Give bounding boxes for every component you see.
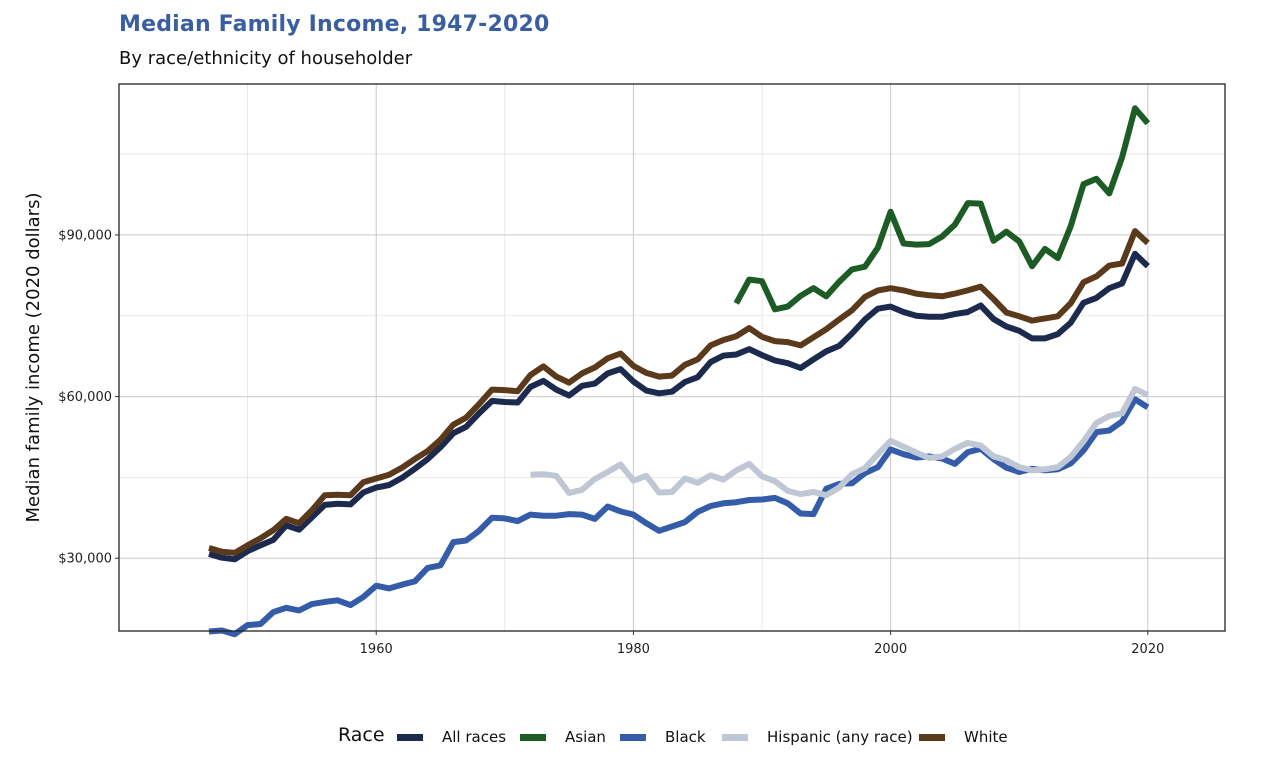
legend-item-all-races: All races — [397, 726, 506, 748]
legend-label: White — [964, 728, 1008, 746]
series-line-all-races — [208, 250, 1150, 563]
series-line-hispanic-any-race — [530, 386, 1150, 499]
y-tick-label: $90,000 — [58, 228, 112, 243]
y-tick-label: $60,000 — [58, 390, 112, 405]
legend-label: Hispanic (any race) — [767, 728, 913, 746]
line-chart: 1960 1980 2000 2020 $30,000 $60,000 $90,000 Med… — [23, 83, 1226, 657]
y-tick-label: $30,000 — [58, 552, 112, 567]
legend-item-hispanic-any-race: Hispanic (any race) — [722, 726, 913, 748]
legend-key-swatch — [919, 733, 945, 741]
legend-title: Race — [338, 724, 385, 746]
x-tick-label: 1960 — [360, 642, 393, 657]
chart-title: Median Family Income, 1947-2020 — [119, 12, 550, 37]
x-tick-label: 2000 — [874, 642, 907, 657]
series-line-asian — [733, 105, 1151, 313]
gridlines — [119, 84, 1225, 631]
series-line-black — [208, 396, 1150, 638]
series-lines — [208, 105, 1151, 638]
x-tick-label: 2020 — [1131, 642, 1164, 657]
legend-label: All races — [442, 728, 507, 746]
x-tick-label: 1980 — [617, 642, 650, 657]
legend-key-swatch — [520, 733, 546, 741]
legend-item-white: White — [919, 726, 1008, 748]
legend: Race All races Asian Black Hispanic (any ra… — [0, 720, 1266, 754]
chart-subtitle: By race/ethnicity of householder — [119, 48, 413, 69]
legend-key-swatch — [620, 733, 646, 741]
series-line-white — [208, 228, 1150, 556]
legend-label: Asian — [565, 728, 606, 746]
y-axis-title: Median family income (2020 dollars) — [23, 193, 44, 523]
legend-item-black: Black — [620, 726, 706, 748]
legend-key-swatch — [722, 733, 748, 741]
plot-border — [118, 83, 1226, 632]
axis-labels: 1960 1980 2000 2020 $30,000 $60,000 $90,000 Med… — [23, 193, 1164, 657]
legend-item-asian: Asian — [520, 726, 606, 748]
legend-label: Black — [665, 728, 706, 746]
legend-key-swatch — [397, 733, 423, 741]
